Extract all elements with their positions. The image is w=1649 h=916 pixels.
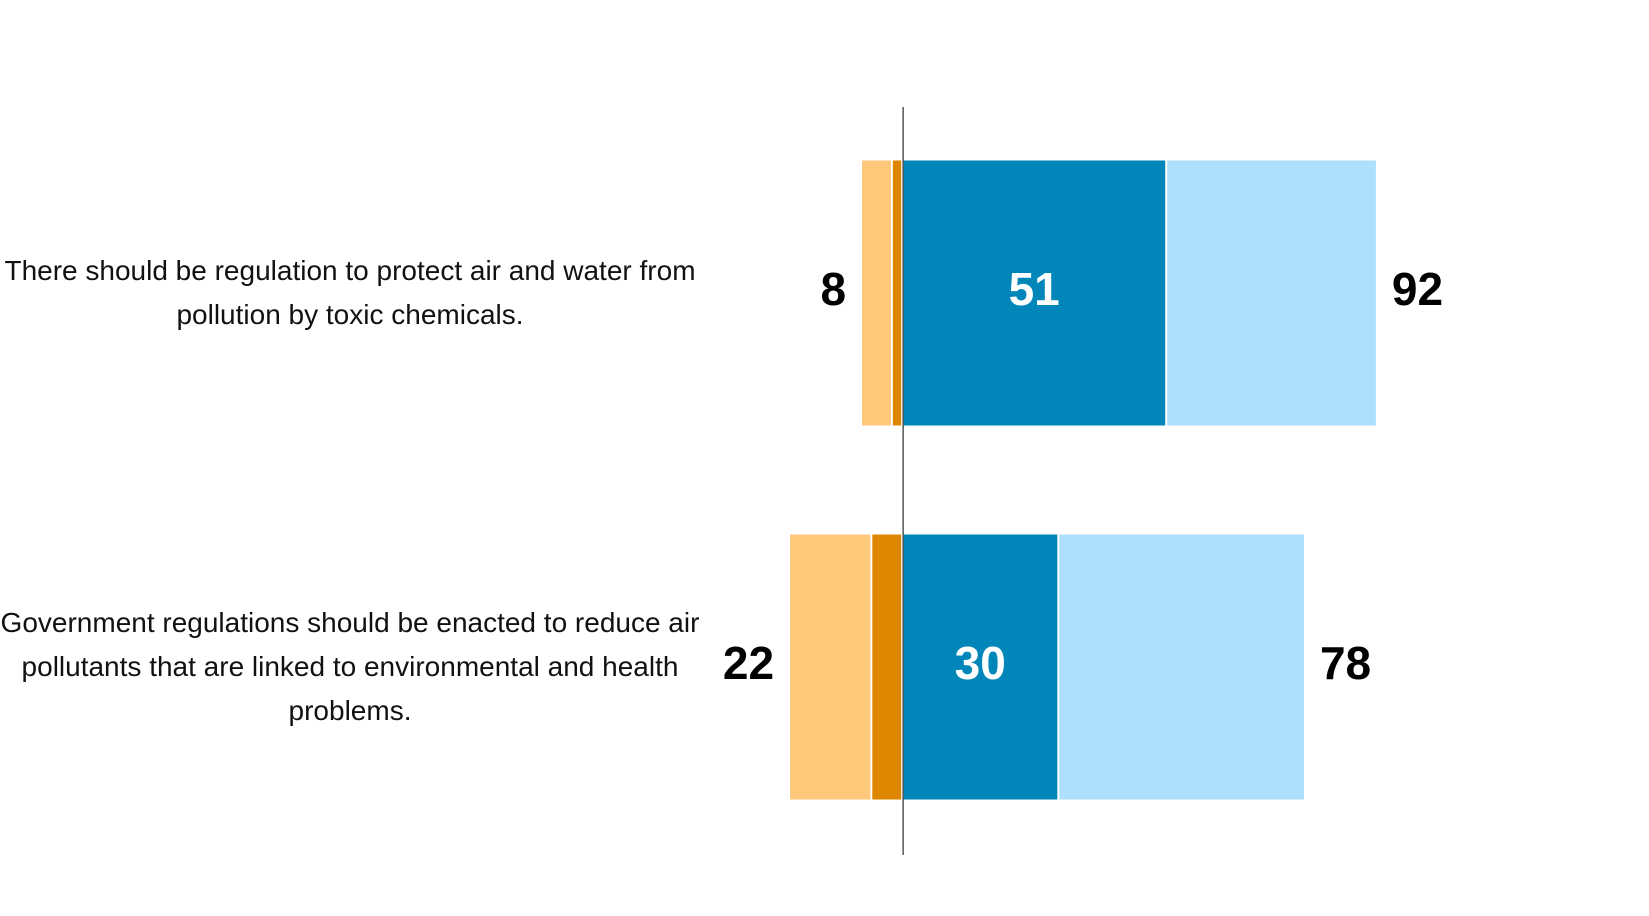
bar-segment — [1167, 160, 1376, 426]
category-label: Government regulations should be enacted… — [0, 607, 700, 726]
agree-total: 78 — [1320, 637, 1371, 689]
disagree-total: 8 — [820, 263, 846, 315]
agree-total: 92 — [1392, 263, 1443, 315]
bar-segment — [1059, 534, 1304, 800]
disagree-total: 22 — [723, 637, 774, 689]
bar-segment — [790, 534, 871, 800]
category-label: There should be regulation to protect ai… — [4, 255, 696, 330]
bar-segment — [892, 160, 902, 426]
value-label: 30 — [955, 637, 1006, 689]
bar-segment — [903, 534, 1058, 800]
bar-segment — [872, 534, 902, 800]
bar-segment — [903, 160, 1166, 426]
value-label: 51 — [1009, 263, 1060, 315]
bar-segment — [862, 160, 891, 426]
